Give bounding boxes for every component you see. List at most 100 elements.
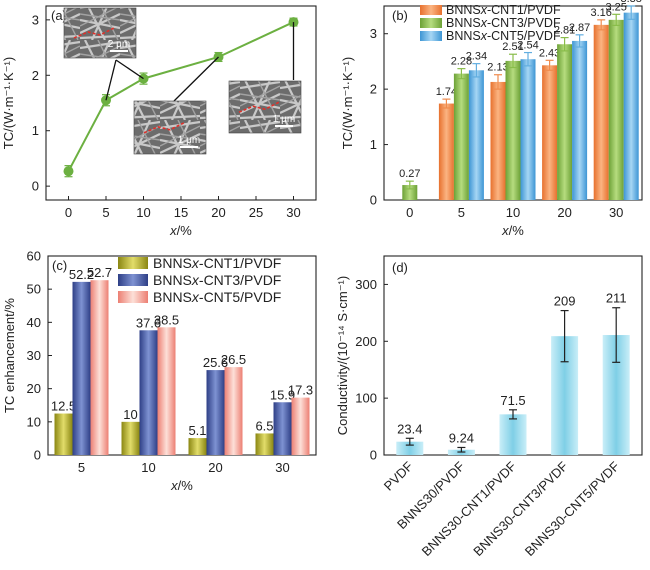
data-label: 15.9 <box>270 387 295 402</box>
y-axis-title: TC/(W·m⁻¹·K⁻¹) <box>1 57 16 149</box>
panel-label-c: (c) <box>52 258 67 273</box>
data-label: 2.81 <box>554 25 575 37</box>
y-tick-label: 100 <box>355 391 377 406</box>
x-tick-label: 10 <box>506 205 520 220</box>
cnt-marker <box>73 27 115 39</box>
data-label: 3.16 <box>590 7 611 19</box>
data-label: 209 <box>554 294 576 309</box>
cnt-marker <box>143 122 185 134</box>
bar <box>206 370 225 455</box>
data-label: 23.4 <box>397 421 422 436</box>
x-tick-label: 30 <box>286 205 300 220</box>
y-tick-label: 0 <box>370 193 377 208</box>
panel-label-a: (a) <box>51 8 67 23</box>
data-label: 9.24 <box>449 430 474 445</box>
data-label: 26.5 <box>221 352 246 367</box>
data-label: 10 <box>123 407 137 422</box>
bar <box>557 44 573 201</box>
inset-pointer <box>115 59 144 80</box>
x-tick-label: 20 <box>557 205 571 220</box>
legend-swatch <box>420 5 442 15</box>
x-tick-label: 30 <box>609 205 623 220</box>
data-label: 6.5 <box>255 418 273 433</box>
inset-pointer <box>105 59 117 101</box>
sem-inset-image <box>228 80 302 134</box>
bar <box>139 330 158 455</box>
data-label: 2.34 <box>466 51 487 63</box>
bar <box>499 414 527 455</box>
sem-inset-image <box>63 7 137 59</box>
scale-bar-label: 2 μm <box>108 39 130 50</box>
y-axis-title: TC/(W·m⁻¹·K⁻¹) <box>340 57 355 149</box>
bar <box>157 327 176 455</box>
x-tick-label: 10 <box>136 205 150 220</box>
x-tick-label: 10 <box>141 460 155 475</box>
x-tick-label: 0 <box>65 205 72 220</box>
x-tick-label: 5 <box>102 205 109 220</box>
y-tick-label: 1 <box>32 123 39 138</box>
y-tick-label: 2 <box>370 82 377 97</box>
legend-entry: BNNSx-CNT5/PVDF <box>446 29 561 43</box>
y-tick-label: 10 <box>27 414 41 429</box>
sem-inset-image <box>133 100 207 155</box>
data-label: 38.5 <box>154 312 179 327</box>
data-label: 1.74 <box>436 86 457 98</box>
legend-entry: BNNSx-CNT1/PVDF <box>153 255 281 271</box>
y-tick-label: 2 <box>32 68 39 83</box>
x-tick-label: 5 <box>78 460 85 475</box>
bar <box>273 402 292 455</box>
data-label: 2.43 <box>539 47 560 59</box>
data-label: 211 <box>606 291 627 306</box>
x-tick-label: 5 <box>458 205 465 220</box>
data-label: 52.2 <box>69 267 94 282</box>
data-label: 0.27 <box>399 168 420 180</box>
x-axis-title: x/% <box>501 223 524 238</box>
data-label: 25.6 <box>203 355 228 370</box>
inset-pointer <box>173 56 219 102</box>
bar <box>572 40 588 200</box>
data-label: 71.5 <box>500 393 525 408</box>
y-tick-label: 0 <box>32 179 39 194</box>
legend-entry: BNNSx-CNT3/PVDF <box>446 16 561 30</box>
bar <box>396 441 424 455</box>
bar <box>542 65 558 201</box>
bar <box>490 81 506 200</box>
panel-b: 012300.2751.742.282.34102.132.512.54202.… <box>340 0 643 238</box>
y-tick-label: 1 <box>370 137 377 152</box>
x-tick-label: PVDF <box>381 458 416 493</box>
bar <box>188 438 207 455</box>
legend-entry: BNNSx-CNT3/PVDF <box>153 272 281 288</box>
y-tick-label: 0 <box>370 448 377 463</box>
data-label: 3.25 <box>605 1 626 13</box>
x-tick-label: 30 <box>275 460 289 475</box>
data-label: 12.5 <box>51 399 76 414</box>
bar <box>291 397 310 455</box>
x-tick-label: 15 <box>174 205 188 220</box>
bar <box>468 70 484 200</box>
x-tick-label: BNNS30-CNT3/PVDF <box>470 458 571 559</box>
bar <box>121 421 140 455</box>
scale-bar-label: 1 μm <box>273 114 295 125</box>
panel-c: 0 10 20 30 40 50 60 5 12.5 52.252.7 10 10 37.638.5 20… <box>2 249 317 493</box>
data-label: 2.13 <box>487 62 508 74</box>
x-axis-title: x/% <box>170 478 193 493</box>
x-axis-title: x/% <box>169 223 192 238</box>
scale-bar-label: 1 μm <box>178 135 200 146</box>
bar <box>90 280 109 455</box>
y-tick-label: 3 <box>370 26 377 41</box>
y-tick-label: 60 <box>27 249 41 264</box>
bar <box>608 19 624 200</box>
bar <box>593 24 609 200</box>
data-point <box>63 166 74 177</box>
legend-swatch <box>118 257 148 269</box>
x-tick-label: BNNS30-CNT1/PVDF <box>419 458 520 559</box>
bar <box>520 59 536 201</box>
legend-swatch <box>118 291 148 303</box>
data-label: 17.3 <box>288 383 313 398</box>
y-tick-label: 50 <box>27 282 41 297</box>
legend-entry: BNNSx-CNT5/PVDF <box>153 289 281 305</box>
panel-label-d: (d) <box>392 260 408 275</box>
panel-d: 010020030023.4PVDF9.24BNNS30/PVDF71.5BNN… <box>335 255 643 559</box>
data-label: 2.28 <box>451 56 472 68</box>
bar <box>453 73 469 200</box>
